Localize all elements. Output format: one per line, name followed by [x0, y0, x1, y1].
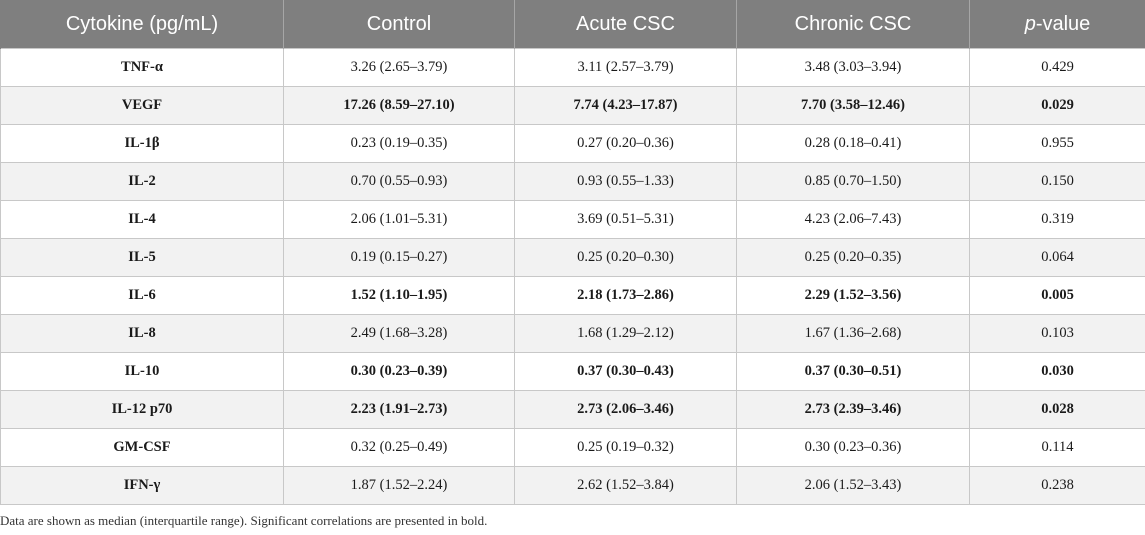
table-row: TNF-α 3.26 (2.65–3.79) 3.11 (2.57–3.79) 3.4…	[0, 48, 1145, 87]
cell-cytokine: GM-CSF	[0, 428, 284, 467]
cell-acute-csc: 0.37 (0.30–0.43)	[514, 352, 737, 391]
cell-p-value: 0.030	[969, 352, 1145, 391]
cell-chronic-csc: 0.25 (0.20–0.35)	[736, 238, 970, 277]
cell-p-value: 0.238	[969, 466, 1145, 505]
header-acute-csc: Acute CSC	[514, 0, 737, 49]
table-footnote: Data are shown as median (interquartile …	[0, 513, 488, 528]
cell-cytokine: IL-4	[0, 200, 284, 239]
cell-chronic-csc: 2.29 (1.52–3.56)	[736, 276, 970, 315]
cell-p-value: 0.150	[969, 162, 1145, 201]
table-row: VEGF 17.26 (8.59–27.10) 7.74 (4.23–17.87) 7…	[0, 86, 1145, 125]
cell-p-value: 0.103	[969, 314, 1145, 353]
cell-control: 0.19 (0.15–0.27)	[283, 238, 515, 277]
table-row: IL-10 0.30 (0.23–0.39) 0.37 (0.30–0.43) 0.3…	[0, 352, 1145, 391]
header-cytokine: Cytokine (pg/mL)	[0, 0, 284, 49]
cell-cytokine: TNF-α	[0, 48, 284, 87]
cell-cytokine: IL-8	[0, 314, 284, 353]
cell-chronic-csc: 2.06 (1.52–3.43)	[736, 466, 970, 505]
table-header-row: Cytokine (pg/mL) Control Acute CSC Chron…	[0, 0, 1145, 49]
cell-cytokine: VEGF	[0, 86, 284, 125]
cell-cytokine: IL-5	[0, 238, 284, 277]
cell-cytokine: IFN-γ	[0, 466, 284, 505]
cell-chronic-csc: 3.48 (3.03–3.94)	[736, 48, 970, 87]
cell-control: 1.87 (1.52–2.24)	[283, 466, 515, 505]
cell-cytokine: IL-6	[0, 276, 284, 315]
cell-control: 0.23 (0.19–0.35)	[283, 124, 515, 163]
cell-chronic-csc: 0.85 (0.70–1.50)	[736, 162, 970, 201]
cell-chronic-csc: 1.67 (1.36–2.68)	[736, 314, 970, 353]
cell-acute-csc: 0.27 (0.20–0.36)	[514, 124, 737, 163]
cell-acute-csc: 3.69 (0.51–5.31)	[514, 200, 737, 239]
cell-cytokine: IL-10	[0, 352, 284, 391]
cell-chronic-csc: 2.73 (2.39–3.46)	[736, 390, 970, 429]
table-row: IL-2 0.70 (0.55–0.93) 0.93 (0.55–1.33) 0.85…	[0, 162, 1145, 201]
cell-p-value: 0.064	[969, 238, 1145, 277]
table-row: IL-8 2.49 (1.68–3.28) 1.68 (1.29–2.12) 1.67…	[0, 314, 1145, 353]
header-p-value-italic: p	[1024, 12, 1036, 35]
cell-control: 17.26 (8.59–27.10)	[283, 86, 515, 125]
table-body: TNF-α 3.26 (2.65–3.79) 3.11 (2.57–3.79) 3.4…	[0, 48, 1145, 505]
cell-acute-csc: 7.74 (4.23–17.87)	[514, 86, 737, 125]
header-chronic-csc: Chronic CSC	[736, 0, 970, 49]
cell-acute-csc: 2.62 (1.52–3.84)	[514, 466, 737, 505]
cell-p-value: 0.319	[969, 200, 1145, 239]
cell-acute-csc: 0.93 (0.55–1.33)	[514, 162, 737, 201]
cell-cytokine: IL-2	[0, 162, 284, 201]
table-row: IFN-γ 1.87 (1.52–2.24) 2.62 (1.52–3.84) 2.0…	[0, 466, 1145, 505]
header-control: Control	[283, 0, 515, 49]
table-row: GM-CSF 0.32 (0.25–0.49) 0.25 (0.19–0.32) 0.…	[0, 428, 1145, 467]
cell-cytokine: IL-12 p70	[0, 390, 284, 429]
cell-acute-csc: 2.73 (2.06–3.46)	[514, 390, 737, 429]
header-p-value-rest: -value	[1035, 12, 1091, 35]
cell-acute-csc: 1.68 (1.29–2.12)	[514, 314, 737, 353]
cell-control: 0.70 (0.55–0.93)	[283, 162, 515, 201]
cell-chronic-csc: 0.30 (0.23–0.36)	[736, 428, 970, 467]
table-row: IL-12 p70 2.23 (1.91–2.73) 2.73 (2.06–3.46…	[0, 390, 1145, 429]
cell-control: 2.23 (1.91–2.73)	[283, 390, 515, 429]
table-row: IL-1β 0.23 (0.19–0.35) 0.27 (0.20–0.36) 0.2…	[0, 124, 1145, 163]
table-row: IL-4 2.06 (1.01–5.31) 3.69 (0.51–5.31) 4.23…	[0, 200, 1145, 239]
cell-control: 0.30 (0.23–0.39)	[283, 352, 515, 391]
cell-p-value: 0.429	[969, 48, 1145, 87]
cell-acute-csc: 2.18 (1.73–2.86)	[514, 276, 737, 315]
header-p-value: p-value	[969, 0, 1145, 49]
cell-p-value: 0.029	[969, 86, 1145, 125]
cell-cytokine: IL-1β	[0, 124, 284, 163]
cell-acute-csc: 0.25 (0.20–0.30)	[514, 238, 737, 277]
cell-chronic-csc: 0.37 (0.30–0.51)	[736, 352, 970, 391]
cell-p-value: 0.005	[969, 276, 1145, 315]
cell-p-value: 0.955	[969, 124, 1145, 163]
cell-control: 2.06 (1.01–5.31)	[283, 200, 515, 239]
cell-acute-csc: 3.11 (2.57–3.79)	[514, 48, 737, 87]
cell-acute-csc: 0.25 (0.19–0.32)	[514, 428, 737, 467]
cytokine-table: Cytokine (pg/mL) Control Acute CSC Chron…	[0, 0, 1145, 505]
cell-chronic-csc: 4.23 (2.06–7.43)	[736, 200, 970, 239]
cell-control: 3.26 (2.65–3.79)	[283, 48, 515, 87]
table-row: IL-6 1.52 (1.10–1.95) 2.18 (1.73–2.86) 2.29…	[0, 276, 1145, 315]
table-row: IL-5 0.19 (0.15–0.27) 0.25 (0.20–0.30) 0.25…	[0, 238, 1145, 277]
cell-chronic-csc: 0.28 (0.18–0.41)	[736, 124, 970, 163]
cell-chronic-csc: 7.70 (3.58–12.46)	[736, 86, 970, 125]
cell-control: 2.49 (1.68–3.28)	[283, 314, 515, 353]
cell-control: 1.52 (1.10–1.95)	[283, 276, 515, 315]
cell-control: 0.32 (0.25–0.49)	[283, 428, 515, 467]
cell-p-value: 0.028	[969, 390, 1145, 429]
cell-p-value: 0.114	[969, 428, 1145, 467]
